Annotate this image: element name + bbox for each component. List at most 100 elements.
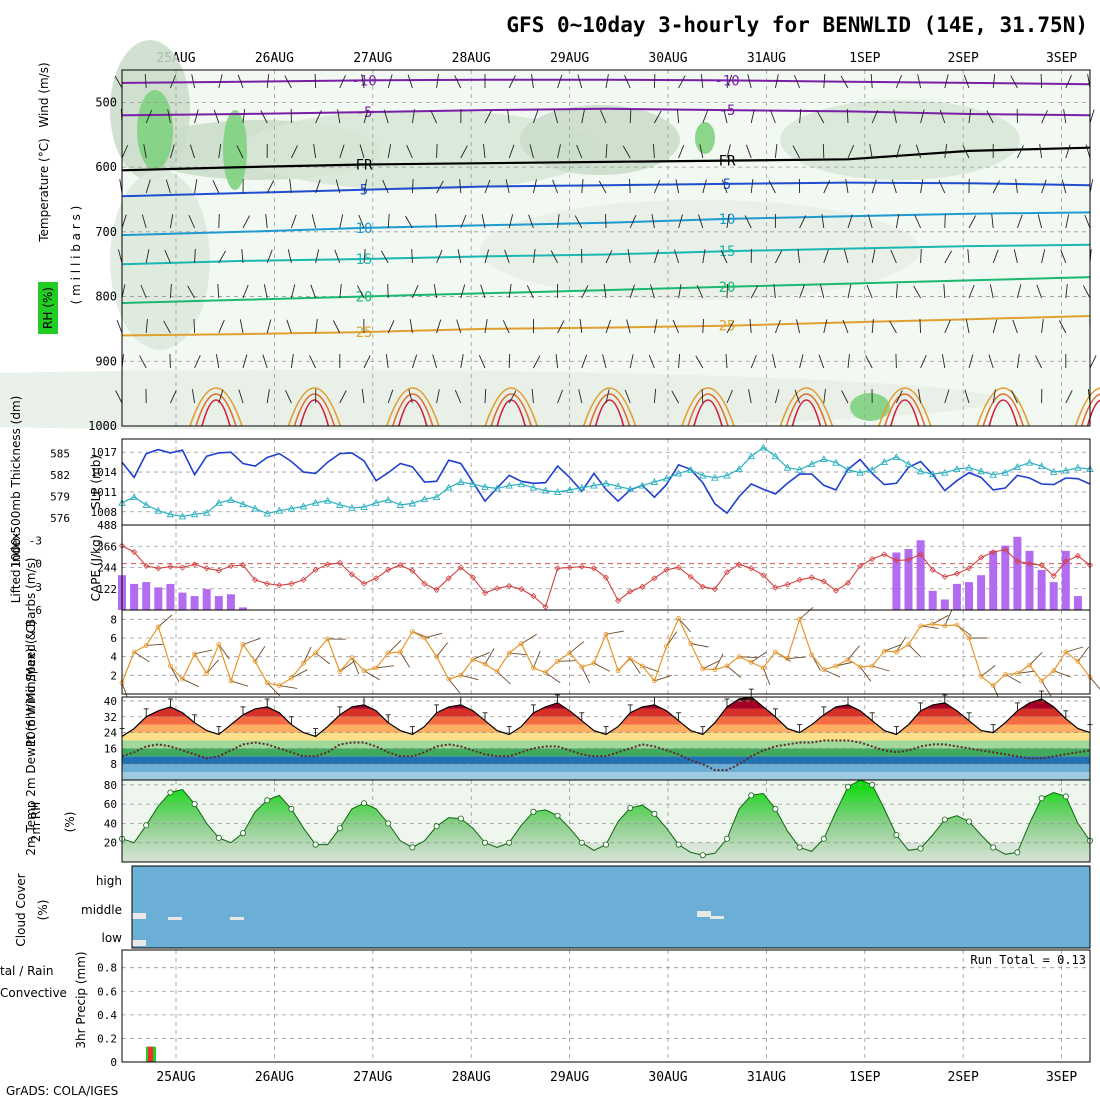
wind-barb xyxy=(508,390,517,404)
cape-contour xyxy=(392,393,434,427)
wind-barb xyxy=(545,672,561,684)
isotherm-line xyxy=(121,146,1091,172)
wind-barb xyxy=(332,320,341,334)
wind-speed-point xyxy=(978,673,984,679)
wind-barb xyxy=(1084,214,1091,229)
rh-point xyxy=(724,835,731,842)
wind-barb xyxy=(406,145,413,159)
wind-speed-point xyxy=(881,648,887,654)
wind-speed-point xyxy=(167,663,173,669)
wind-speed-point xyxy=(543,670,548,675)
wind-barb xyxy=(339,660,355,672)
wind-barb xyxy=(1077,646,1090,662)
wind-barb xyxy=(351,657,360,675)
wind-barb xyxy=(884,644,902,652)
cape-bar xyxy=(154,587,163,610)
wind-barb xyxy=(726,74,733,89)
wind-barb xyxy=(387,283,389,299)
wind-barb xyxy=(699,144,704,159)
li-point xyxy=(1062,558,1069,565)
wind-barb xyxy=(989,284,994,299)
date-label: 31AUG xyxy=(747,1070,786,1085)
wind-barb xyxy=(314,73,317,89)
contour-label: 10 xyxy=(356,221,373,237)
wind-barb xyxy=(726,283,728,299)
wind-barb xyxy=(893,109,897,124)
wind-barb xyxy=(654,110,662,124)
li-point xyxy=(494,585,501,592)
wind-barb xyxy=(121,214,127,229)
wind-barb xyxy=(339,214,344,229)
wind-speed-point xyxy=(373,665,379,671)
wind-speed-point xyxy=(180,676,185,682)
cape-contour xyxy=(398,399,428,427)
wind-barb xyxy=(574,215,583,229)
axis-label-slp: SLP (mb) xyxy=(89,455,103,509)
wind-barb xyxy=(629,215,637,229)
wind-barb xyxy=(265,214,268,229)
wind-barb xyxy=(139,355,147,369)
wind-barb xyxy=(629,178,631,194)
cape-contour xyxy=(293,393,336,427)
wind-barb xyxy=(436,249,443,264)
wind-barb xyxy=(1061,179,1067,194)
wind-barb xyxy=(964,389,970,404)
rh-point xyxy=(481,839,488,846)
thickness-point xyxy=(626,485,634,493)
thickness-point xyxy=(807,460,816,468)
rh-point xyxy=(336,825,343,832)
wind-barb xyxy=(938,180,946,194)
wind-barb xyxy=(1005,674,1022,684)
wind-barb xyxy=(187,285,195,299)
wind-barb xyxy=(315,110,322,124)
cape-bar xyxy=(1013,536,1022,610)
wind-speed-point xyxy=(1039,678,1044,684)
cape-bar xyxy=(904,549,913,610)
wind-barb xyxy=(194,355,201,369)
thickness-point xyxy=(142,500,150,508)
tick-label: 0.4 xyxy=(97,1009,117,1022)
wind-barb xyxy=(939,109,946,124)
wind-barb xyxy=(799,109,802,124)
wind-barb xyxy=(163,320,171,334)
wind-barb xyxy=(605,213,607,229)
rh-shading xyxy=(480,200,920,300)
wind-barb xyxy=(194,109,199,124)
wind-barb xyxy=(702,318,704,334)
wind-barb xyxy=(1036,284,1043,299)
wind-barb xyxy=(605,630,624,635)
wind-barb xyxy=(1041,249,1046,264)
thickness-point xyxy=(662,474,671,482)
thickness-point xyxy=(977,467,985,475)
tick-label: 0 xyxy=(110,1056,117,1069)
thickness-point xyxy=(602,479,610,487)
axis-label-temperature: Temperature (°C) xyxy=(37,138,51,243)
wind-barb xyxy=(433,284,438,299)
wind-barb xyxy=(968,284,975,299)
tick-label: 6 xyxy=(35,604,42,617)
cape-contour xyxy=(982,393,1024,427)
wind-speed-point xyxy=(1002,672,1008,677)
rh-point xyxy=(603,841,610,848)
rh-legend-swatch xyxy=(38,282,58,334)
wind-barb xyxy=(218,213,220,229)
slp-thickness-panel: 1017 1014 1011 1008 585 582 579 576 1000-500mb T… xyxy=(9,396,1094,569)
wind-barb xyxy=(653,249,659,264)
thickness-point xyxy=(275,506,284,514)
wind-barb xyxy=(944,144,948,159)
wind-barb xyxy=(387,320,395,334)
thickness-point xyxy=(711,473,719,481)
wind-barb xyxy=(376,665,395,669)
rh-point xyxy=(893,832,900,839)
rh-point xyxy=(578,839,585,846)
wind-barb xyxy=(872,665,890,672)
axis-label-thickness: 1000-500mb Thickness (dm) xyxy=(9,396,23,569)
rh-point xyxy=(1062,793,1069,800)
li-point xyxy=(397,562,404,569)
date-label: 3SEP xyxy=(1046,51,1077,66)
thickness-point xyxy=(771,452,780,460)
wind-speed-point xyxy=(204,671,210,676)
wind-barb xyxy=(629,108,632,124)
